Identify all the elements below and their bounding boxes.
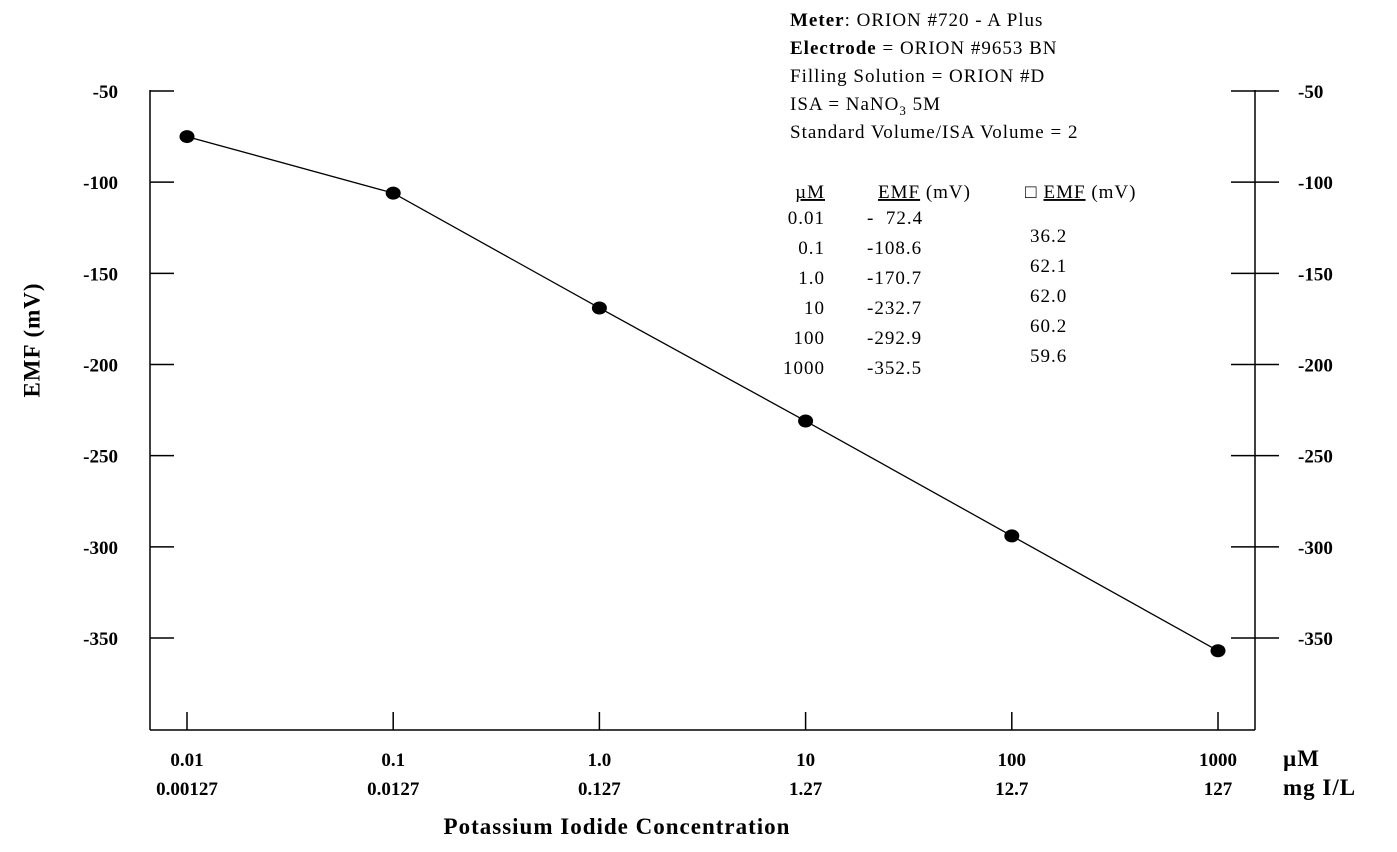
y-tick-label-right: -300 <box>1298 538 1333 559</box>
x-tick-label-mg: 0.0127 <box>367 779 420 800</box>
data-point <box>179 130 195 144</box>
table-cell-emf: - 72.4 <box>867 208 923 229</box>
x-tick-label-mg: 0.127 <box>578 779 621 800</box>
x-tick-label-um: 1000 <box>1199 750 1237 771</box>
emf-table: µM EMF (mV) □ EMF (mV) 0.01 0.1 1.0 10 100 100… <box>783 182 1136 379</box>
table-header-delta-emf: □ EMF (mV) <box>1025 182 1136 203</box>
table-cell-emf: -232.7 <box>867 298 922 319</box>
x-axis-ticks: 0.01 0.00127 0.1 0.0127 1.0 0.127 10 1.27 100 12.… <box>156 712 1237 800</box>
data-point <box>385 186 401 200</box>
x-axis-title: Potassium Iodide Concentration <box>444 814 791 839</box>
y-tick-label-left: -100 <box>83 173 118 194</box>
y-axis-title: EMF (mV) <box>19 282 44 397</box>
x-tick-label-um: 1.0 <box>588 750 612 771</box>
table-cell-delta-emf: 59.6 <box>1030 346 1067 367</box>
x-tick-label-um: 100 <box>998 750 1027 771</box>
y-tick-label-right: -250 <box>1298 447 1333 468</box>
meter-line: Meter: ORION #720 - A Plus <box>790 10 1043 31</box>
x-tick-label-mg: 1.27 <box>789 779 823 800</box>
x-tick-label-um: 0.1 <box>381 750 405 771</box>
y-tick-label-right: -350 <box>1298 629 1333 650</box>
table-column-emf: - 72.4 -108.6 -170.7 -232.7 -292.9 -352.5 <box>867 208 923 379</box>
table-cell-delta-emf: 60.2 <box>1030 316 1067 337</box>
table-cell-delta-emf: 36.2 <box>1030 226 1067 247</box>
table-cell-emf: -352.5 <box>867 358 922 379</box>
data-point <box>591 301 607 315</box>
y-tick-label-right: -150 <box>1298 264 1333 285</box>
table-cell-um: 0.1 <box>798 238 825 259</box>
table-cell-delta-emf: 62.1 <box>1030 256 1067 277</box>
x-tick-label-um: 10 <box>796 750 815 771</box>
table-cell-um: 1000 <box>783 358 825 379</box>
data-point <box>798 414 814 428</box>
y-tick-label-left: -200 <box>83 356 118 377</box>
table-cell-um: 100 <box>794 328 826 349</box>
table-cell-um: 1.0 <box>798 268 825 289</box>
y-tick-label-left: -350 <box>83 629 118 650</box>
table-header-emf: EMF (mV) <box>878 182 971 203</box>
x-unit-primary: µM <box>1283 746 1320 771</box>
table-column-um: 0.01 0.1 1.0 10 100 1000 <box>783 208 826 379</box>
x-tick-label-mg: 0.00127 <box>156 779 218 800</box>
y-tick-label-left: -150 <box>83 264 118 285</box>
table-cell-um: 0.01 <box>788 208 825 229</box>
y-tick-label-right: -200 <box>1298 356 1333 377</box>
y-tick-label-right: -50 <box>1298 82 1323 103</box>
electrode-line: Electrode = ORION #9653 BN <box>790 38 1058 59</box>
data-point <box>1004 529 1020 543</box>
x-unit-secondary: mg I/L <box>1283 775 1356 800</box>
x-tick-label-mg: 12.7 <box>995 779 1029 800</box>
volume-ratio-line: Standard Volume/ISA Volume = 2 <box>790 122 1078 143</box>
instrument-info: Meter: ORION #720 - A Plus Electrode = O… <box>790 10 1078 143</box>
table-column-delta-emf: 36.2 62.1 62.0 60.2 59.6 <box>1030 226 1067 367</box>
table-cell-um: 10 <box>804 298 825 319</box>
table-cell-delta-emf: 62.0 <box>1030 286 1067 307</box>
table-cell-emf: -170.7 <box>867 268 922 289</box>
y-tick-label-left: -300 <box>83 538 118 559</box>
data-point <box>1210 644 1226 658</box>
filling-solution-line: Filling Solution = ORION #D <box>790 66 1045 87</box>
table-header-um: µM <box>795 182 825 203</box>
y-tick-label-left: -50 <box>93 82 118 103</box>
series-line <box>186 135 1219 652</box>
x-tick-label-um: 0.01 <box>170 750 203 771</box>
y-tick-label-left: -250 <box>83 447 118 468</box>
table-cell-emf: -108.6 <box>867 238 922 259</box>
y-tick-label-right: -100 <box>1298 173 1333 194</box>
emf-series <box>179 130 1226 658</box>
table-cell-emf: -292.9 <box>867 328 922 349</box>
y-axis-ticks: -50 -50 -100 -100 -150 -150 -200 -200 -250 -250 -3… <box>83 82 1333 650</box>
isa-line: ISA = NaNO3 5M <box>790 94 941 118</box>
x-tick-label-mg: 127 <box>1204 779 1233 800</box>
